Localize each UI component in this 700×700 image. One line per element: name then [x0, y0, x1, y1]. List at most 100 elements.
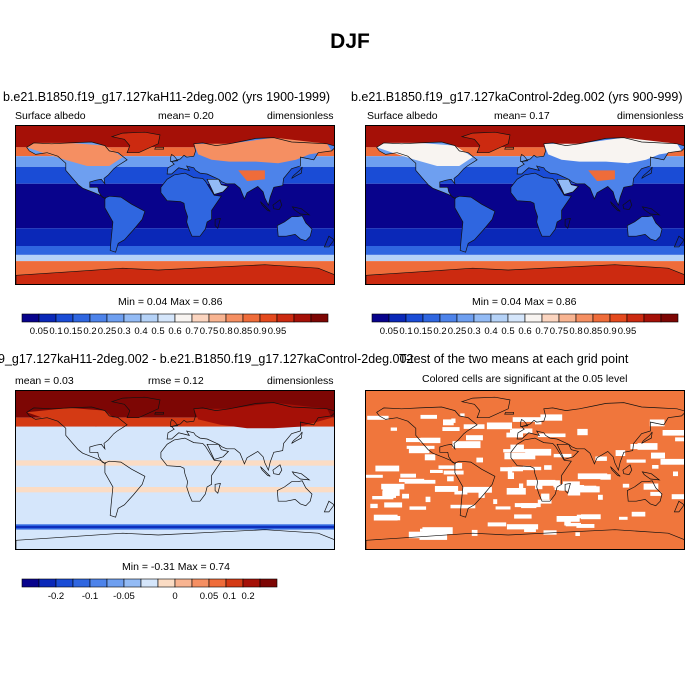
coastline-japan: [641, 431, 653, 444]
coastline-australia: [276, 215, 313, 242]
albedo-colorbar-2-swatch: [575, 313, 594, 323]
gap-cell: [598, 494, 603, 500]
subarctic-band: [366, 147, 684, 157]
coastline-australia: [276, 480, 313, 507]
coastline-namerica: [26, 406, 128, 465]
na-increase: [26, 407, 119, 427]
gap-cell: [574, 486, 600, 493]
land-africa: [510, 173, 572, 237]
panel-3-title: 9_g17.127kaH11-2deg.002 - b.e21.B1850.f1…: [0, 352, 414, 366]
panel-2-units-label: dimensionless: [617, 110, 684, 122]
albedo-colorbar-1-swatch: [293, 313, 312, 323]
coastline-samerica: [104, 195, 146, 253]
albedo-colorbar-2-swatch: [490, 313, 509, 323]
albedo-colorbar-1-tick-label: 0.4: [134, 326, 147, 337]
albedo-colorbar-2-swatch: [507, 313, 526, 323]
coastline-arabia: [206, 443, 230, 460]
diff-colorbar-swatch: [89, 578, 108, 588]
panel-3-minmax: Min = -0.31 Max = 0.74: [122, 561, 230, 573]
gap-cell: [514, 514, 532, 519]
land-greenland: [462, 132, 510, 153]
gap-cell: [454, 490, 468, 495]
coastline-australia: [626, 215, 663, 242]
gap-cell: [577, 428, 588, 436]
gap-cell: [408, 446, 430, 454]
gap-cell: [526, 479, 556, 486]
albedo-colorbar-2-tick-label: 0.15: [414, 326, 433, 337]
albedo-colorbar-1-tick-label: 0.5: [151, 326, 164, 337]
albedo-colorbar-1-swatch: [72, 313, 91, 323]
albedo-colorbar-1-swatch: [38, 313, 57, 323]
land-australia: [627, 215, 662, 241]
panel-3-rmse-label: rmse = 0.12: [148, 375, 204, 387]
gap-cell: [430, 469, 443, 473]
albedo-colorbar-2-tick-label: 0.25: [448, 326, 467, 337]
coastline-iceland: [504, 146, 514, 150]
sea-ice-edge-band: [366, 254, 684, 262]
gap-cell: [408, 531, 434, 539]
coastline-sumatra: [260, 466, 271, 477]
gap-cell: [400, 473, 416, 478]
coastline-samerica: [454, 195, 496, 253]
coastline-layer: [366, 131, 684, 284]
albedo-colorbar-2-tick-label: 0.95: [618, 326, 637, 337]
coastline-arabia: [206, 178, 230, 195]
gap-cell: [390, 427, 397, 431]
coastline-australia: [626, 480, 663, 507]
coastline-africa: [160, 437, 222, 502]
diff-colorbar-tick-label: 0.2: [241, 591, 254, 602]
gap-cell: [540, 414, 563, 421]
albedo-colorbar-1-tick-label: 0.85: [234, 326, 253, 337]
gap-cell: [486, 422, 512, 430]
gap-cell: [512, 417, 542, 422]
panel-3-mean-label: mean = 0.03: [15, 375, 74, 387]
gap-cell: [384, 502, 403, 508]
albedo-colorbar-1-tick-label: 0.25: [98, 326, 117, 337]
albedo-colorbar-2-swatch: [439, 313, 458, 323]
diff-colorbar-swatch: [140, 578, 159, 588]
diff-colorbar-swatch: [55, 578, 74, 588]
diff-colorbar-tick-label: -0.1: [82, 591, 98, 602]
coastline-greenland: [460, 396, 511, 419]
gap-cell: [576, 524, 595, 528]
albedo-colorbar-1-swatch: [310, 313, 329, 323]
albedo-colorbar-2-swatch: [541, 313, 560, 323]
albedo-colorbar-1-swatch: [55, 313, 74, 323]
gap-cell: [512, 466, 542, 471]
coastline-antarctica: [366, 264, 684, 284]
coastline-africa: [160, 172, 222, 237]
gap-cell: [537, 433, 566, 438]
southern-ocean-band: [366, 246, 684, 255]
coastline-madagascar: [214, 217, 221, 229]
gap-cell: [514, 503, 541, 508]
gap-cell: [626, 459, 646, 463]
gap-cell: [503, 449, 529, 453]
gap-cell: [649, 419, 665, 427]
coastline-nz: [673, 500, 684, 513]
tibet-snow-cover: [238, 170, 265, 182]
panel-1-title: b.e21.B1850.f19_g17.127kaH11-2deg.002 (y…: [3, 90, 331, 104]
non-significant-cells: [366, 413, 684, 540]
albedo-colorbar-2-tick-label: 0.8: [569, 326, 582, 337]
gap-cell: [575, 532, 580, 536]
panel-3-difference-map: [15, 390, 335, 550]
coastline-nz: [673, 235, 684, 248]
gap-cell: [506, 524, 539, 530]
albedo-colorbar-1-swatch: [106, 313, 125, 323]
coastline-nz: [323, 235, 334, 248]
albedo-colorbar-1-swatch: [259, 313, 278, 323]
gap-cell: [643, 483, 659, 490]
gap-cell: [504, 452, 536, 460]
albedo-colorbar-1-tick-label: 0.9: [253, 326, 266, 337]
gap-cell: [450, 504, 476, 509]
gap-cell: [443, 419, 454, 426]
albedo-colorbar-1-tick-label: 0.75: [200, 326, 219, 337]
coastline-layer: [366, 396, 684, 549]
gap-cell: [422, 527, 453, 535]
gap-cell: [600, 474, 611, 480]
gap-cell: [673, 460, 684, 465]
gap-cell: [615, 450, 626, 456]
coastline-madagascar: [564, 482, 571, 494]
coastline-uk: [520, 153, 529, 162]
gap-cell: [619, 516, 628, 520]
